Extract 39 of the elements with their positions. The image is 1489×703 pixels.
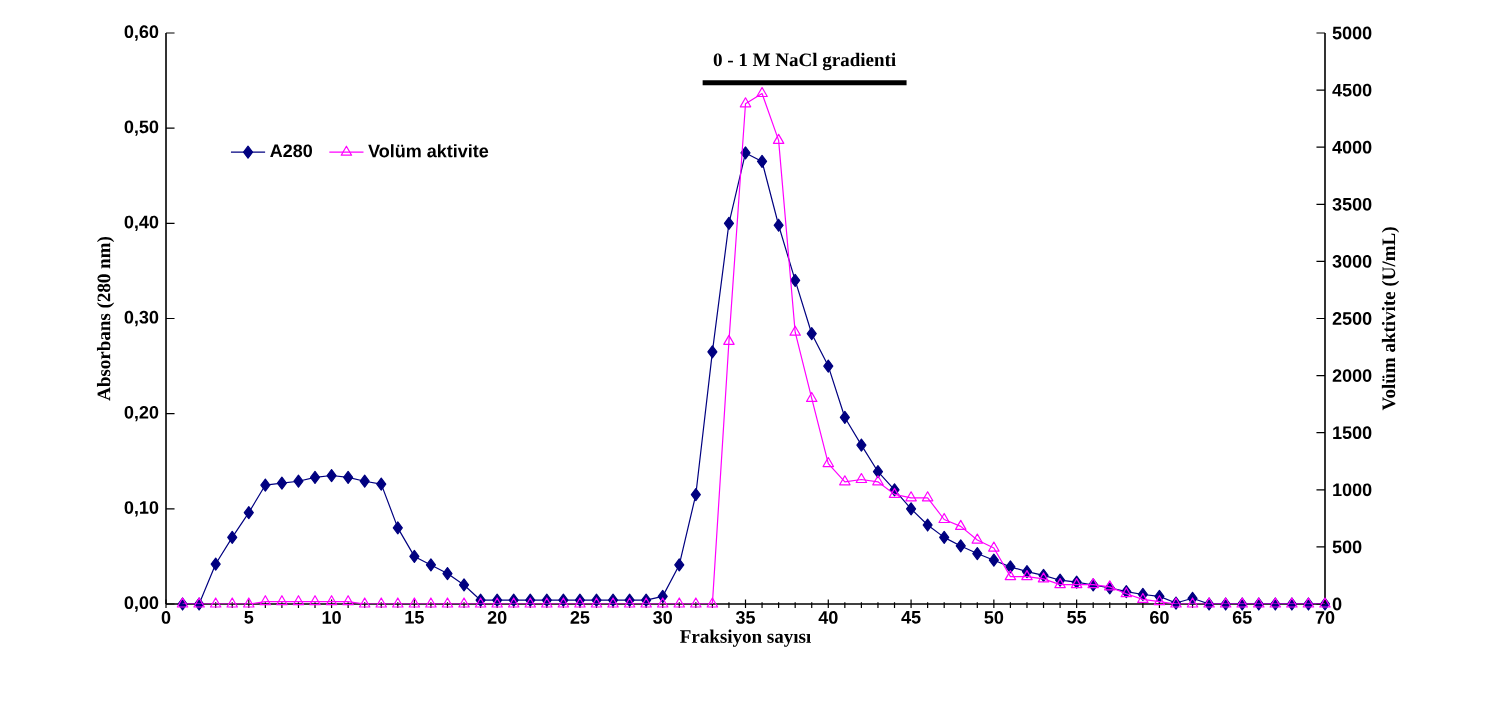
x-tick-label: 40 (818, 611, 838, 624)
y-tick-label: 0,30 (124, 310, 159, 327)
y-axis-title: Absorbans (280 nm) (96, 237, 115, 401)
y2-tick-label: 2000 (1332, 369, 1372, 382)
y-tick-label: 0,50 (124, 120, 159, 136)
y2-tick-label: 2500 (1332, 312, 1372, 325)
y2-tick-label: 3000 (1332, 255, 1372, 268)
y-tick-label: 0,60 (124, 25, 159, 41)
legend-label: A280 (270, 144, 312, 158)
legend-label: Volüm aktivite (368, 144, 489, 158)
x-tick-label: 70 (1315, 611, 1335, 624)
x-tick-label: 10 (322, 611, 341, 624)
annotation: 0 - 1 M NaCl gradienti (713, 52, 896, 71)
y2-tick-label: 4000 (1332, 140, 1372, 154)
y2-tick-label: 0 (1332, 597, 1342, 611)
x-tick-label: 15 (405, 611, 424, 624)
x-tick-label: 35 (735, 611, 755, 624)
y-tick-label: 0,00 (124, 596, 159, 612)
x-axis-title: Fraksiyon sayısı (680, 629, 811, 647)
x-tick-label: 30 (653, 611, 672, 624)
y2-tick-label: 4500 (1332, 83, 1372, 97)
y-tick-label: 0,40 (124, 215, 159, 232)
x-tick-label: 45 (901, 611, 921, 624)
y2-tick-label: 1500 (1333, 426, 1372, 440)
y-tick-label: 0,10 (124, 501, 159, 517)
x-tick-label: 0 (161, 611, 171, 624)
y2-tick-label: 1000 (1333, 483, 1372, 497)
y2-tick-label: 5000 (1332, 26, 1372, 40)
x-tick-label: 65 (1232, 611, 1252, 624)
x-tick-label: 20 (487, 611, 507, 624)
x-tick-label: 25 (570, 611, 590, 624)
y-tick-label: 0,20 (124, 405, 159, 422)
x-tick-label: 50 (984, 611, 1004, 624)
x-tick-label: 55 (1067, 611, 1087, 624)
x-tick-label: 5 (244, 611, 254, 624)
y2-tick-label: 500 (1332, 540, 1362, 554)
y2-tick-label: 3500 (1332, 197, 1372, 211)
x-tick-label: 60 (1150, 611, 1169, 624)
y2-axis-title: Volüm aktivite (U/mL) (1381, 227, 1400, 411)
